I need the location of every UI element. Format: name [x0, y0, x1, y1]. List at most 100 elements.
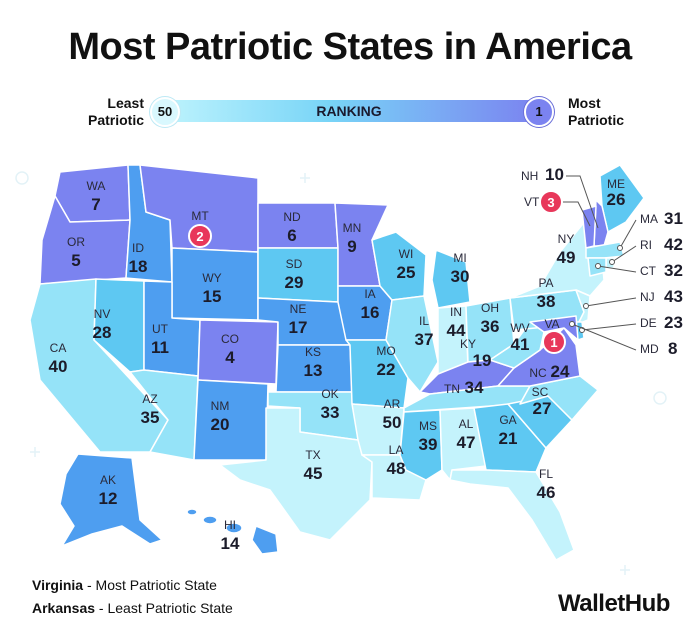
label-TN: TN	[444, 382, 460, 396]
rank-OH: 36	[481, 317, 500, 336]
label-AZ: AZ	[142, 392, 157, 406]
legend-most-label: Most Patriotic	[568, 95, 625, 128]
state-GA[interactable]	[473, 403, 547, 473]
label-SC: SC	[532, 385, 549, 399]
label-KS: KS	[305, 345, 321, 359]
state-MI[interactable]	[431, 249, 471, 309]
rank-WA: 7	[91, 195, 100, 214]
footnote-most: Virginia - Most Patriotic State	[32, 577, 217, 593]
state-FL[interactable]	[449, 469, 575, 561]
legend-rank-50: 50	[150, 97, 180, 127]
rank-WI: 25	[397, 263, 416, 282]
label-MI: MI	[453, 251, 466, 265]
label-AR: AR	[384, 397, 401, 411]
rank-MS: 39	[419, 435, 438, 454]
rank-SC: 27	[533, 399, 552, 418]
badge-MT: 2	[188, 224, 212, 248]
rank-HI: 14	[221, 534, 240, 553]
footnote-least-desc: - Least Patriotic State	[95, 600, 233, 616]
state-MD[interactable]	[529, 315, 579, 341]
label-NJ: NJ	[640, 290, 655, 304]
footnote-least-state: Arkansas	[32, 600, 96, 616]
footnote-most-state: Virginia	[32, 577, 84, 593]
rank-OK: 33	[321, 403, 340, 422]
rank-FL: 46	[537, 483, 556, 502]
label-MS: MS	[419, 419, 437, 433]
rank-OR: 5	[71, 251, 80, 270]
state-CO[interactable]	[197, 319, 279, 385]
state-AK[interactable]	[59, 453, 163, 547]
rank-PA: 38	[537, 292, 556, 311]
legend-rank-1: 1	[524, 97, 554, 127]
state-NJ[interactable]	[575, 289, 591, 325]
label-NV: NV	[94, 307, 111, 321]
rank-IL: 37	[415, 330, 434, 349]
label-WV: WV	[510, 321, 529, 335]
label-VA: VA	[544, 317, 559, 331]
label-NY: NY	[558, 232, 575, 246]
legend-least-label: Least Patriotic	[88, 95, 145, 128]
footnote-most-desc: - Most Patriotic State	[83, 577, 217, 593]
label-WY: WY	[202, 271, 221, 285]
label-OK: OK	[321, 387, 338, 401]
label-MN: MN	[343, 221, 362, 235]
label-NH: NH	[521, 169, 538, 183]
rank-SD: 29	[285, 273, 304, 292]
label-CO: CO	[221, 332, 239, 346]
label-MO: MO	[376, 344, 395, 358]
state-HI[interactable]	[186, 508, 279, 555]
label-OH: OH	[481, 301, 499, 315]
rank-WV: 41	[511, 335, 530, 354]
rank-NV: 28	[93, 323, 112, 342]
label-PA: PA	[538, 276, 553, 290]
rank-CO: 4	[225, 348, 235, 367]
label-MT: MT	[191, 209, 209, 223]
label-UT: UT	[152, 322, 169, 336]
rank-NC: 24	[551, 362, 570, 381]
state-NM[interactable]	[193, 379, 269, 461]
rank-MN: 9	[347, 237, 356, 256]
rank-IA: 16	[361, 303, 380, 322]
label-TX: TX	[305, 448, 320, 462]
label-LA: LA	[389, 443, 404, 457]
rank-NM: 20	[211, 415, 230, 434]
ranking-legend-bar: RANKING	[160, 100, 538, 122]
label-NE: NE	[290, 302, 307, 316]
rank-MT: 2	[196, 229, 203, 244]
rank-MD: 8	[668, 339, 677, 358]
label-CT: CT	[640, 264, 657, 278]
label-OR: OR	[67, 235, 85, 249]
state-MA[interactable]	[585, 241, 625, 259]
label-WI: WI	[399, 247, 414, 261]
rank-WY: 15	[203, 287, 222, 306]
label-MA: MA	[640, 212, 658, 226]
label-KY: KY	[460, 337, 476, 351]
page-title: Most Patriotic States in America	[68, 26, 632, 68]
label-FL: FL	[539, 467, 553, 481]
rank-CT: 32	[664, 261, 683, 280]
state-labels: WA 7 OR 5 CA 40 ID 18 NV 28 MT WY 15 UT …	[49, 165, 683, 553]
rank-IN: 44	[447, 321, 466, 340]
rank-MA: 31	[664, 209, 683, 228]
label-IA: IA	[364, 287, 375, 301]
state-TX[interactable]	[219, 407, 373, 541]
rank-NH: 10	[545, 165, 564, 184]
label-ND: ND	[283, 210, 301, 224]
rank-ID: 18	[129, 257, 148, 276]
label-HI: HI	[224, 518, 236, 532]
rank-NE: 17	[289, 318, 308, 337]
legend-ranking-label: RANKING	[316, 103, 382, 119]
rank-ND: 6	[287, 226, 296, 245]
label-NM: NM	[211, 399, 230, 413]
rank-AZ: 35	[141, 408, 160, 427]
rank-ME: 26	[607, 190, 626, 209]
label-ID: ID	[132, 241, 144, 255]
rank-AR: 50	[383, 413, 402, 432]
rank-TX: 45	[304, 464, 323, 483]
badge-VT: 3	[539, 190, 563, 214]
rank-GA: 21	[499, 429, 518, 448]
rank-KY: 19	[473, 351, 492, 370]
rank-NJ: 43	[664, 287, 683, 306]
label-CA: CA	[50, 341, 67, 355]
